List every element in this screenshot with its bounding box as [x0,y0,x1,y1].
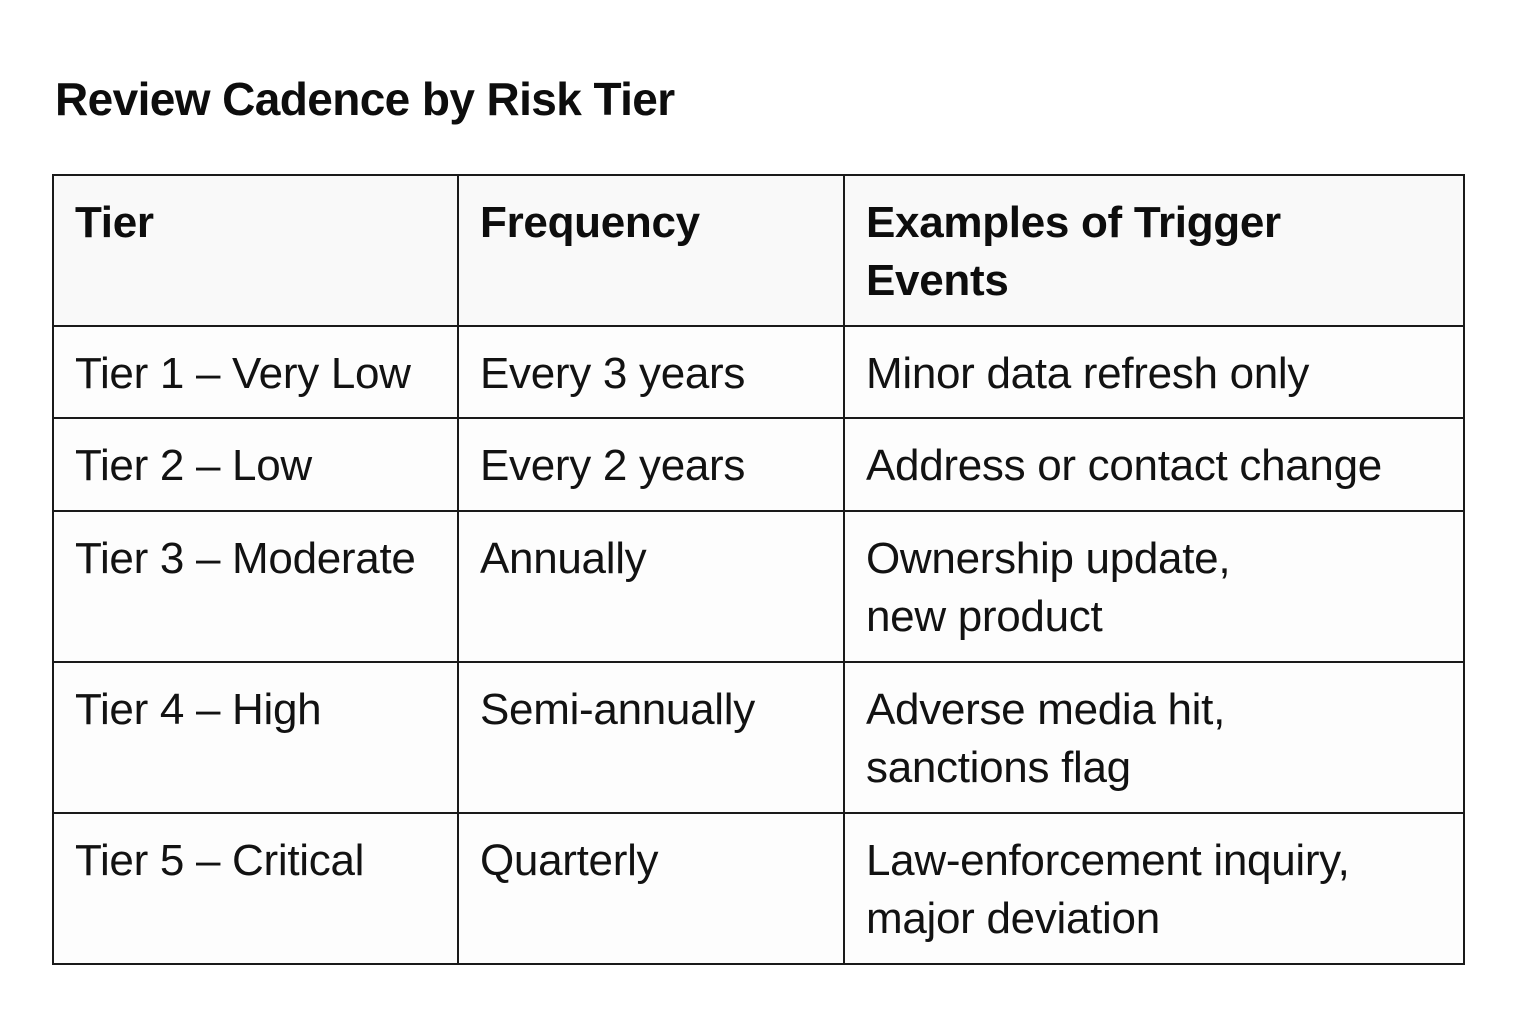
cell-examples-1: Minor data refresh only [843,324,1465,420]
cell-examples-2: Address or contact change [843,417,1465,512]
table-row: Tier 4 – High Semi-annually Adverse medi… [52,660,1465,814]
table-row: Tier 5 – Critical Quarterly Law-enforcem… [52,811,1465,965]
cell-frequency-1: Every 3 years [457,324,845,420]
header-row: Tier Frequency Examples of Trigger Event… [52,173,1465,327]
cell-tier-1: Tier 1 – Very Low [52,324,459,420]
table-body: Tier 1 – Very Low Every 3 years Minor da… [52,324,1465,965]
cell-examples-4: Adverse media hit, sanctions flag [843,660,1465,814]
table-row: Tier 3 – Moderate Annually Ownership upd… [52,509,1465,663]
header-frequency: Frequency [457,173,845,327]
cell-tier-4: Tier 4 – High [52,660,459,814]
review-cadence-table: Tier Frequency Examples of Trigger Event… [52,173,1465,965]
table-row: Tier 2 – Low Every 2 years Address or co… [52,417,1465,512]
table-row: Tier 1 – Very Low Every 3 years Minor da… [52,324,1465,420]
cell-tier-5: Tier 5 – Critical [52,811,459,965]
cell-frequency-2: Every 2 years [457,417,845,512]
cell-frequency-3: Annually [457,509,845,663]
cell-tier-3: Tier 3 – Moderate [52,509,459,663]
page-title: Review Cadence by Risk Tier [55,73,675,125]
cell-tier-2: Tier 2 – Low [52,417,459,512]
cell-frequency-4: Semi-annually [457,660,845,814]
table-header: Tier Frequency Examples of Trigger Event… [52,173,1465,327]
header-examples: Examples of Trigger Events [843,173,1465,327]
cell-examples-5: Law-enforcement inquiry, major deviation [843,811,1465,965]
cell-frequency-5: Quarterly [457,811,845,965]
header-tier: Tier [52,173,459,327]
cell-examples-3: Ownership update, new product [843,509,1465,663]
